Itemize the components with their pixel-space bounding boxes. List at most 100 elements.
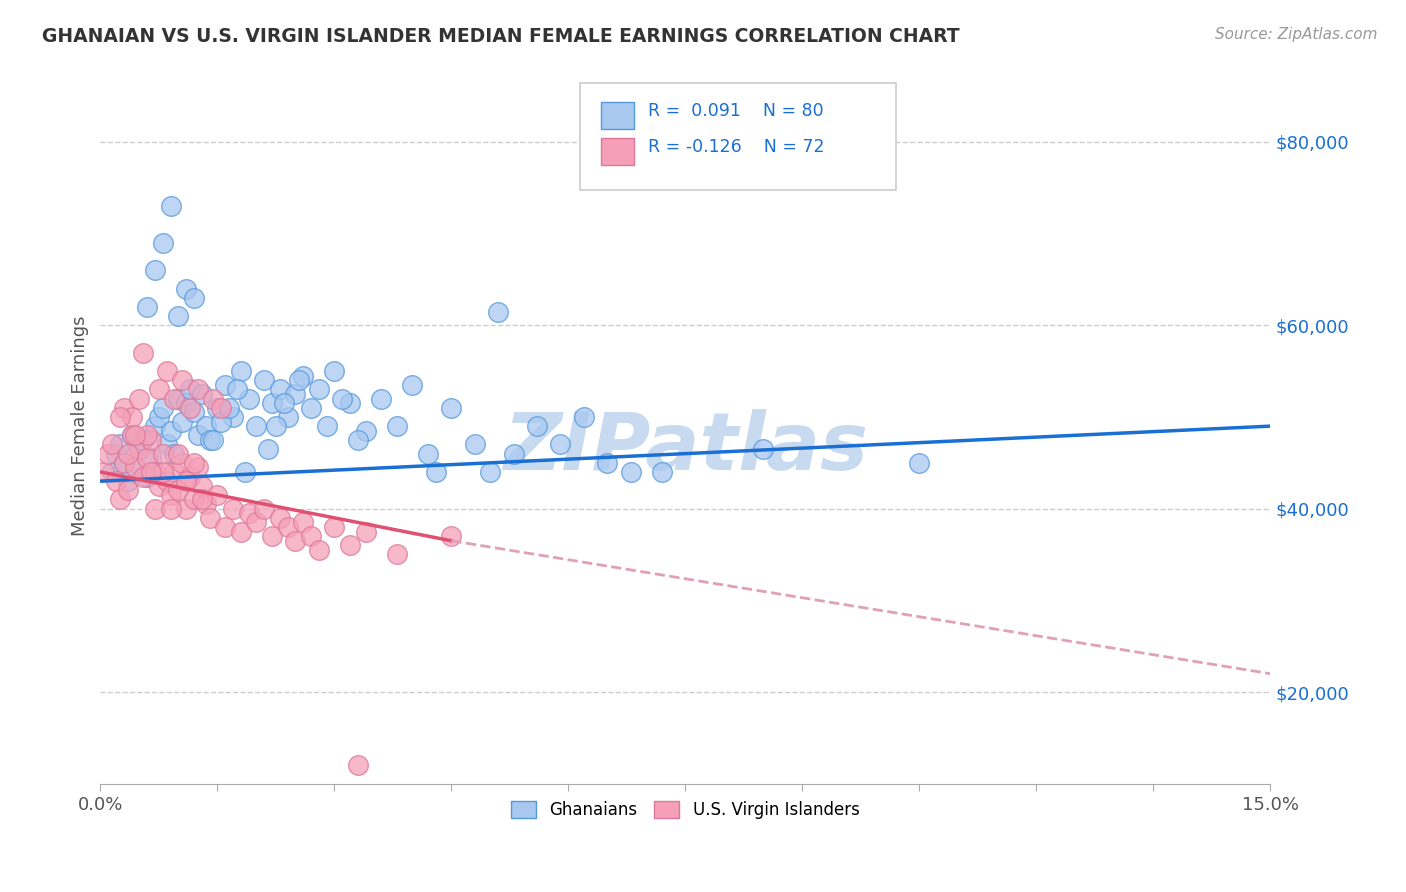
Point — [253, 501, 276, 516]
Point — [121, 428, 143, 442]
Point — [112, 401, 135, 415]
Point — [339, 396, 361, 410]
Text: Source: ZipAtlas.com: Source: ZipAtlas.com — [1215, 27, 1378, 42]
Point — [323, 520, 346, 534]
Point — [202, 433, 225, 447]
Text: ZIPatlas: ZIPatlas — [503, 409, 868, 486]
Point — [174, 501, 197, 516]
Point — [163, 392, 186, 406]
Point — [479, 465, 502, 479]
Point — [143, 263, 166, 277]
Point — [112, 456, 135, 470]
Point — [550, 437, 572, 451]
Point — [139, 451, 162, 466]
Point — [308, 383, 330, 397]
Point — [502, 447, 524, 461]
Point — [299, 401, 322, 415]
Point — [143, 465, 166, 479]
Point — [187, 460, 209, 475]
Y-axis label: Median Female Earnings: Median Female Earnings — [72, 316, 89, 536]
Point — [179, 401, 201, 415]
Point — [273, 396, 295, 410]
Point — [440, 529, 463, 543]
Point — [174, 396, 197, 410]
Point — [190, 479, 212, 493]
FancyBboxPatch shape — [600, 103, 634, 129]
Point — [172, 373, 194, 387]
Point — [108, 492, 131, 507]
Point — [167, 392, 190, 406]
Point — [596, 456, 619, 470]
Point — [284, 387, 307, 401]
Point — [214, 520, 236, 534]
Point — [401, 377, 423, 392]
Point — [148, 479, 170, 493]
Point — [233, 465, 256, 479]
Point — [159, 488, 181, 502]
Point — [269, 511, 291, 525]
Point — [190, 387, 212, 401]
Point — [229, 364, 252, 378]
Point — [908, 456, 931, 470]
Point — [124, 428, 146, 442]
Point — [159, 501, 181, 516]
Point — [354, 424, 377, 438]
Point — [163, 465, 186, 479]
Point — [198, 433, 221, 447]
Point — [163, 447, 186, 461]
Point — [143, 419, 166, 434]
Text: R =  0.091    N = 80: R = 0.091 N = 80 — [648, 103, 824, 120]
Point — [222, 409, 245, 424]
Point — [172, 456, 194, 470]
FancyBboxPatch shape — [581, 83, 896, 190]
Point — [183, 492, 205, 507]
Point — [572, 409, 595, 424]
Point — [167, 309, 190, 323]
Point — [148, 383, 170, 397]
Point — [136, 428, 159, 442]
Point — [136, 469, 159, 483]
Point — [238, 506, 260, 520]
Point — [323, 364, 346, 378]
Point — [207, 401, 229, 415]
Point — [209, 415, 232, 429]
Point — [315, 419, 337, 434]
Point — [179, 383, 201, 397]
Point — [136, 300, 159, 314]
Point — [202, 392, 225, 406]
Point — [179, 469, 201, 483]
Point — [128, 442, 150, 456]
Point — [101, 437, 124, 451]
Point — [136, 451, 159, 466]
Point — [354, 524, 377, 539]
Point — [152, 235, 174, 250]
Point — [183, 405, 205, 419]
Point — [260, 396, 283, 410]
Point — [97, 447, 120, 461]
Point — [257, 442, 280, 456]
Point — [346, 758, 368, 772]
Point — [620, 465, 643, 479]
Point — [124, 460, 146, 475]
Point — [238, 392, 260, 406]
Point — [121, 409, 143, 424]
Point — [152, 465, 174, 479]
Point — [148, 409, 170, 424]
Point — [156, 364, 179, 378]
Point — [187, 383, 209, 397]
Point — [464, 437, 486, 451]
Point — [167, 447, 190, 461]
Point — [159, 424, 181, 438]
Point — [167, 483, 190, 498]
Point — [152, 447, 174, 461]
Point — [104, 474, 127, 488]
Point — [132, 469, 155, 483]
Point — [104, 447, 127, 461]
Point — [218, 401, 240, 415]
Point — [229, 524, 252, 539]
Point — [292, 516, 315, 530]
Point — [370, 392, 392, 406]
Point — [194, 419, 217, 434]
Point — [277, 409, 299, 424]
Point — [209, 401, 232, 415]
